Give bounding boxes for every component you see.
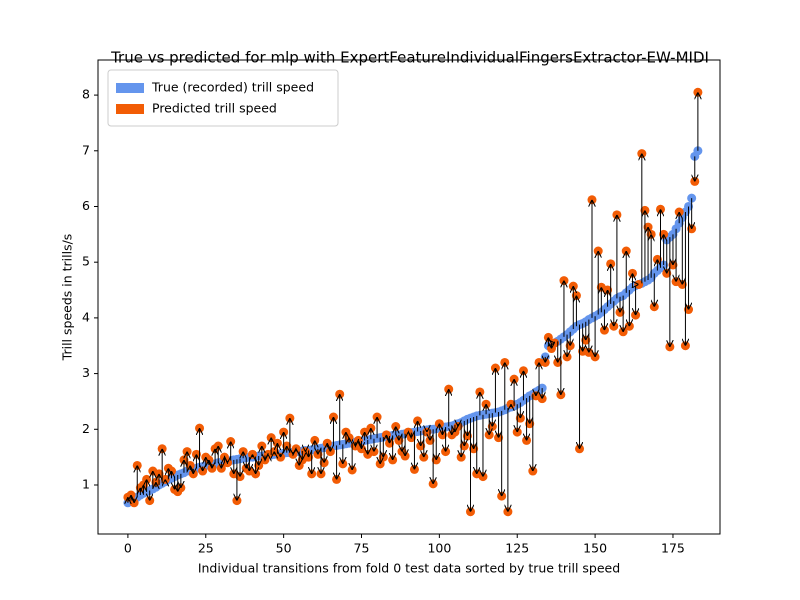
x-tick-label: 150 bbox=[583, 541, 607, 556]
y-tick-label: 8 bbox=[82, 87, 90, 102]
point bbox=[634, 279, 644, 289]
legend-label: True (recorded) trill speed bbox=[151, 80, 314, 95]
legend-box bbox=[107, 69, 339, 127]
x-tick-label: 50 bbox=[276, 541, 292, 556]
legend-label: Predicted trill speed bbox=[152, 101, 277, 116]
plot-area: 0 25 50 75 100 125 150 175 1 2 3 4 5 6 7 8 True (recorde… bbox=[82, 59, 721, 556]
y-tick-label: 3 bbox=[82, 365, 90, 380]
x-tick-label: 125 bbox=[505, 541, 529, 556]
y-tick-label: 6 bbox=[82, 198, 90, 213]
chart-title: True vs predicted for mlp with ExpertFea… bbox=[110, 49, 709, 67]
y-tick-label: 5 bbox=[82, 254, 90, 269]
x-tick-label: 100 bbox=[427, 541, 451, 556]
y-tick-label: 2 bbox=[82, 421, 90, 436]
x-tick-label: 175 bbox=[661, 541, 685, 556]
y-axis-label: Trill speeds in trills/s bbox=[60, 234, 75, 362]
x-tick-label: 0 bbox=[124, 541, 132, 556]
x-tick-label: 25 bbox=[198, 541, 214, 556]
legend-swatch bbox=[116, 104, 144, 114]
x-tick-label: 75 bbox=[354, 541, 370, 556]
plot-frame bbox=[97, 59, 721, 535]
legend: True (recorded) trill speed Predicted tri… bbox=[107, 69, 339, 127]
y-tick-label: 1 bbox=[82, 476, 90, 491]
y-tick-label: 7 bbox=[82, 142, 90, 157]
x-axis-label: Individual transitions from fold 0 test … bbox=[198, 561, 620, 576]
legend-swatch bbox=[116, 83, 144, 93]
y-tick-label: 4 bbox=[82, 309, 90, 324]
